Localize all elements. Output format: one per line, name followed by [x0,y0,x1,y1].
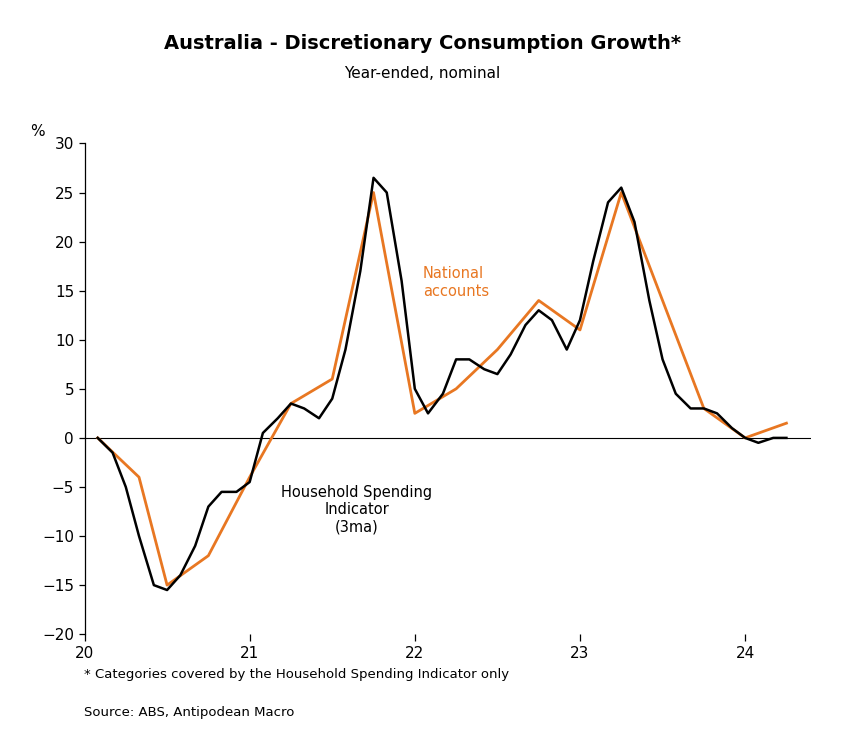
Text: National
accounts: National accounts [423,266,489,298]
Text: Australia - Discretionary Consumption Growth*: Australia - Discretionary Consumption Gr… [164,34,680,53]
Text: %: % [30,124,45,138]
Text: Household Spending
Indicator
(3ma): Household Spending Indicator (3ma) [281,485,432,535]
Text: * Categories covered by the Household Spending Indicator only: * Categories covered by the Household Sp… [84,668,509,681]
Text: Source: ABS, Antipodean Macro: Source: ABS, Antipodean Macro [84,706,295,719]
Text: Year-ended, nominal: Year-ended, nominal [344,66,500,82]
